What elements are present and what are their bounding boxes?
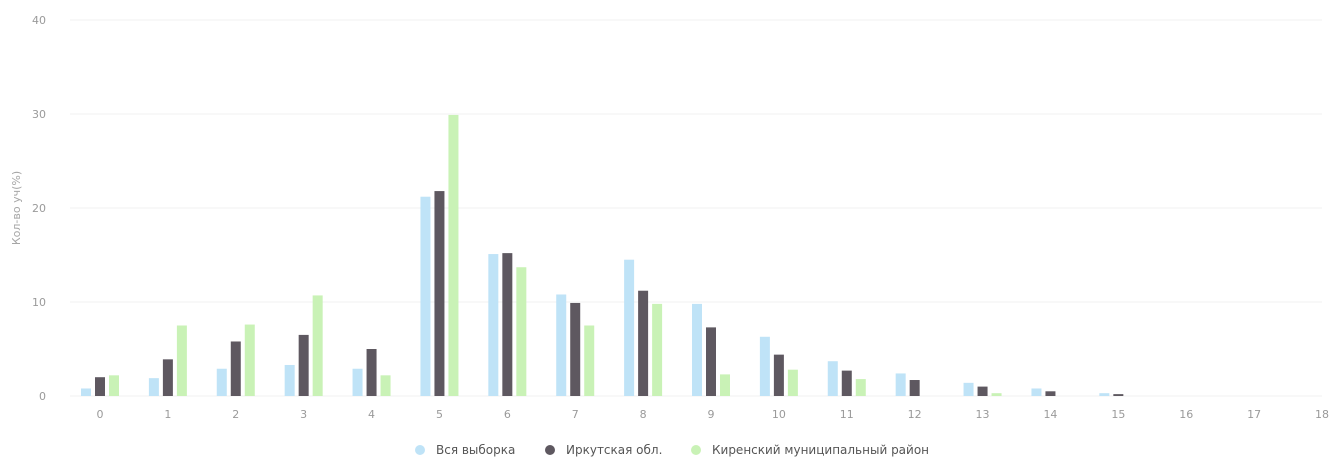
bar-3-4[interactable] — [380, 375, 391, 396]
bar-1-7[interactable] — [556, 294, 567, 396]
legend-item-3[interactable]: Киренский муниципальный район — [691, 443, 929, 457]
bar-3-0[interactable] — [109, 375, 119, 396]
x-tick-label: 18 — [1315, 408, 1329, 421]
y-tick-label: 10 — [32, 296, 46, 309]
y-tick-label: 30 — [32, 108, 46, 121]
legend: Вся выборка Иркутская обл. Киренский муниц… — [415, 443, 929, 457]
x-tick-label: 3 — [300, 408, 307, 421]
bar-1-6[interactable] — [488, 254, 499, 396]
bar-1-14[interactable] — [1031, 388, 1042, 396]
x-tick-label: 12 — [908, 408, 922, 421]
legend-label: Вся выборка — [436, 443, 515, 457]
legend-marker — [545, 445, 555, 455]
y-axis: 0 10 20 30 40 — [32, 14, 46, 403]
x-tick-label: 0 — [97, 408, 104, 421]
bar-1-1[interactable] — [148, 378, 159, 396]
x-tick-label: 1 — [164, 408, 171, 421]
bar-3-1[interactable] — [176, 325, 187, 397]
bar-2-9[interactable] — [706, 327, 716, 396]
bar-2-11[interactable] — [841, 370, 852, 396]
x-tick-label: 7 — [572, 408, 579, 421]
bar-1-13[interactable] — [963, 382, 974, 396]
y-tick-label: 0 — [39, 390, 46, 403]
x-tick-label: 17 — [1247, 408, 1261, 421]
legend-marker — [415, 445, 425, 455]
bar-2-8[interactable] — [638, 290, 649, 396]
legend-label: Иркутская обл. — [566, 443, 662, 457]
bar-3-13[interactable] — [991, 393, 1002, 396]
legend-item-2[interactable]: Иркутская обл. — [545, 443, 662, 457]
x-tick-label: 15 — [1111, 408, 1125, 421]
x-tick-label: 13 — [976, 408, 990, 421]
bar-3-10[interactable] — [787, 369, 798, 396]
bar-1-11[interactable] — [827, 361, 838, 396]
bar-2-5[interactable] — [434, 191, 445, 396]
bar-1-9[interactable] — [692, 303, 702, 396]
x-tick-label: 14 — [1043, 408, 1057, 421]
x-tick-label: 8 — [640, 408, 647, 421]
x-tick-label: 6 — [504, 408, 511, 421]
y-tick-label: 20 — [32, 202, 46, 215]
bar-1-8[interactable] — [624, 259, 635, 396]
bar-3-11[interactable] — [855, 379, 866, 396]
bar-2-6[interactable] — [502, 253, 513, 396]
x-tick-label: 4 — [368, 408, 375, 421]
bar-3-9[interactable] — [720, 374, 730, 396]
bar-1-5[interactable] — [420, 196, 431, 396]
bar-1-2[interactable] — [216, 368, 227, 396]
bar-2-0[interactable] — [95, 377, 105, 396]
bar-2-12[interactable] — [909, 380, 920, 396]
bar-2-3[interactable] — [298, 334, 309, 396]
bar-2-10[interactable] — [773, 354, 784, 396]
bar-3-8[interactable] — [652, 303, 663, 396]
bar-2-1[interactable] — [162, 359, 173, 396]
bar-1-0[interactable] — [81, 388, 91, 396]
legend-marker — [691, 445, 701, 455]
bar-2-13[interactable] — [977, 386, 988, 396]
x-tick-label: 5 — [436, 408, 443, 421]
x-axis: 0 1 2 3 4 5 6 7 8 9 10 11 12 13 14 15 16 17 18 — [97, 408, 1329, 421]
bar-3-2[interactable] — [244, 324, 255, 396]
bar-2-2[interactable] — [230, 341, 241, 396]
x-tick-label: 2 — [232, 408, 239, 421]
bar-2-15[interactable] — [1113, 394, 1124, 396]
x-tick-label: 11 — [840, 408, 854, 421]
bar-3-5[interactable] — [448, 114, 459, 396]
legend-label: Киренский муниципальный район — [712, 443, 929, 457]
bar-2-4[interactable] — [366, 349, 377, 396]
x-tick-label: 16 — [1179, 408, 1193, 421]
bar-3-7[interactable] — [584, 325, 595, 397]
bar-1-3[interactable] — [284, 364, 295, 396]
y-tick-label: 40 — [32, 14, 46, 27]
y-axis-title: Кол-во уч(%) — [10, 171, 23, 245]
legend-item-1[interactable]: Вся выборка — [415, 443, 515, 457]
bar-3-6[interactable] — [516, 267, 527, 396]
bar-1-4[interactable] — [352, 368, 363, 396]
bar-1-15[interactable] — [1099, 393, 1110, 396]
bar-layer — [81, 114, 1124, 397]
x-tick-label: 10 — [772, 408, 786, 421]
bar-3-3[interactable] — [312, 295, 323, 396]
bar-2-14[interactable] — [1045, 391, 1056, 396]
x-tick-label: 9 — [708, 408, 715, 421]
bar-1-10[interactable] — [759, 336, 770, 396]
bar-2-7[interactable] — [570, 302, 581, 396]
bar-1-12[interactable] — [895, 373, 906, 396]
